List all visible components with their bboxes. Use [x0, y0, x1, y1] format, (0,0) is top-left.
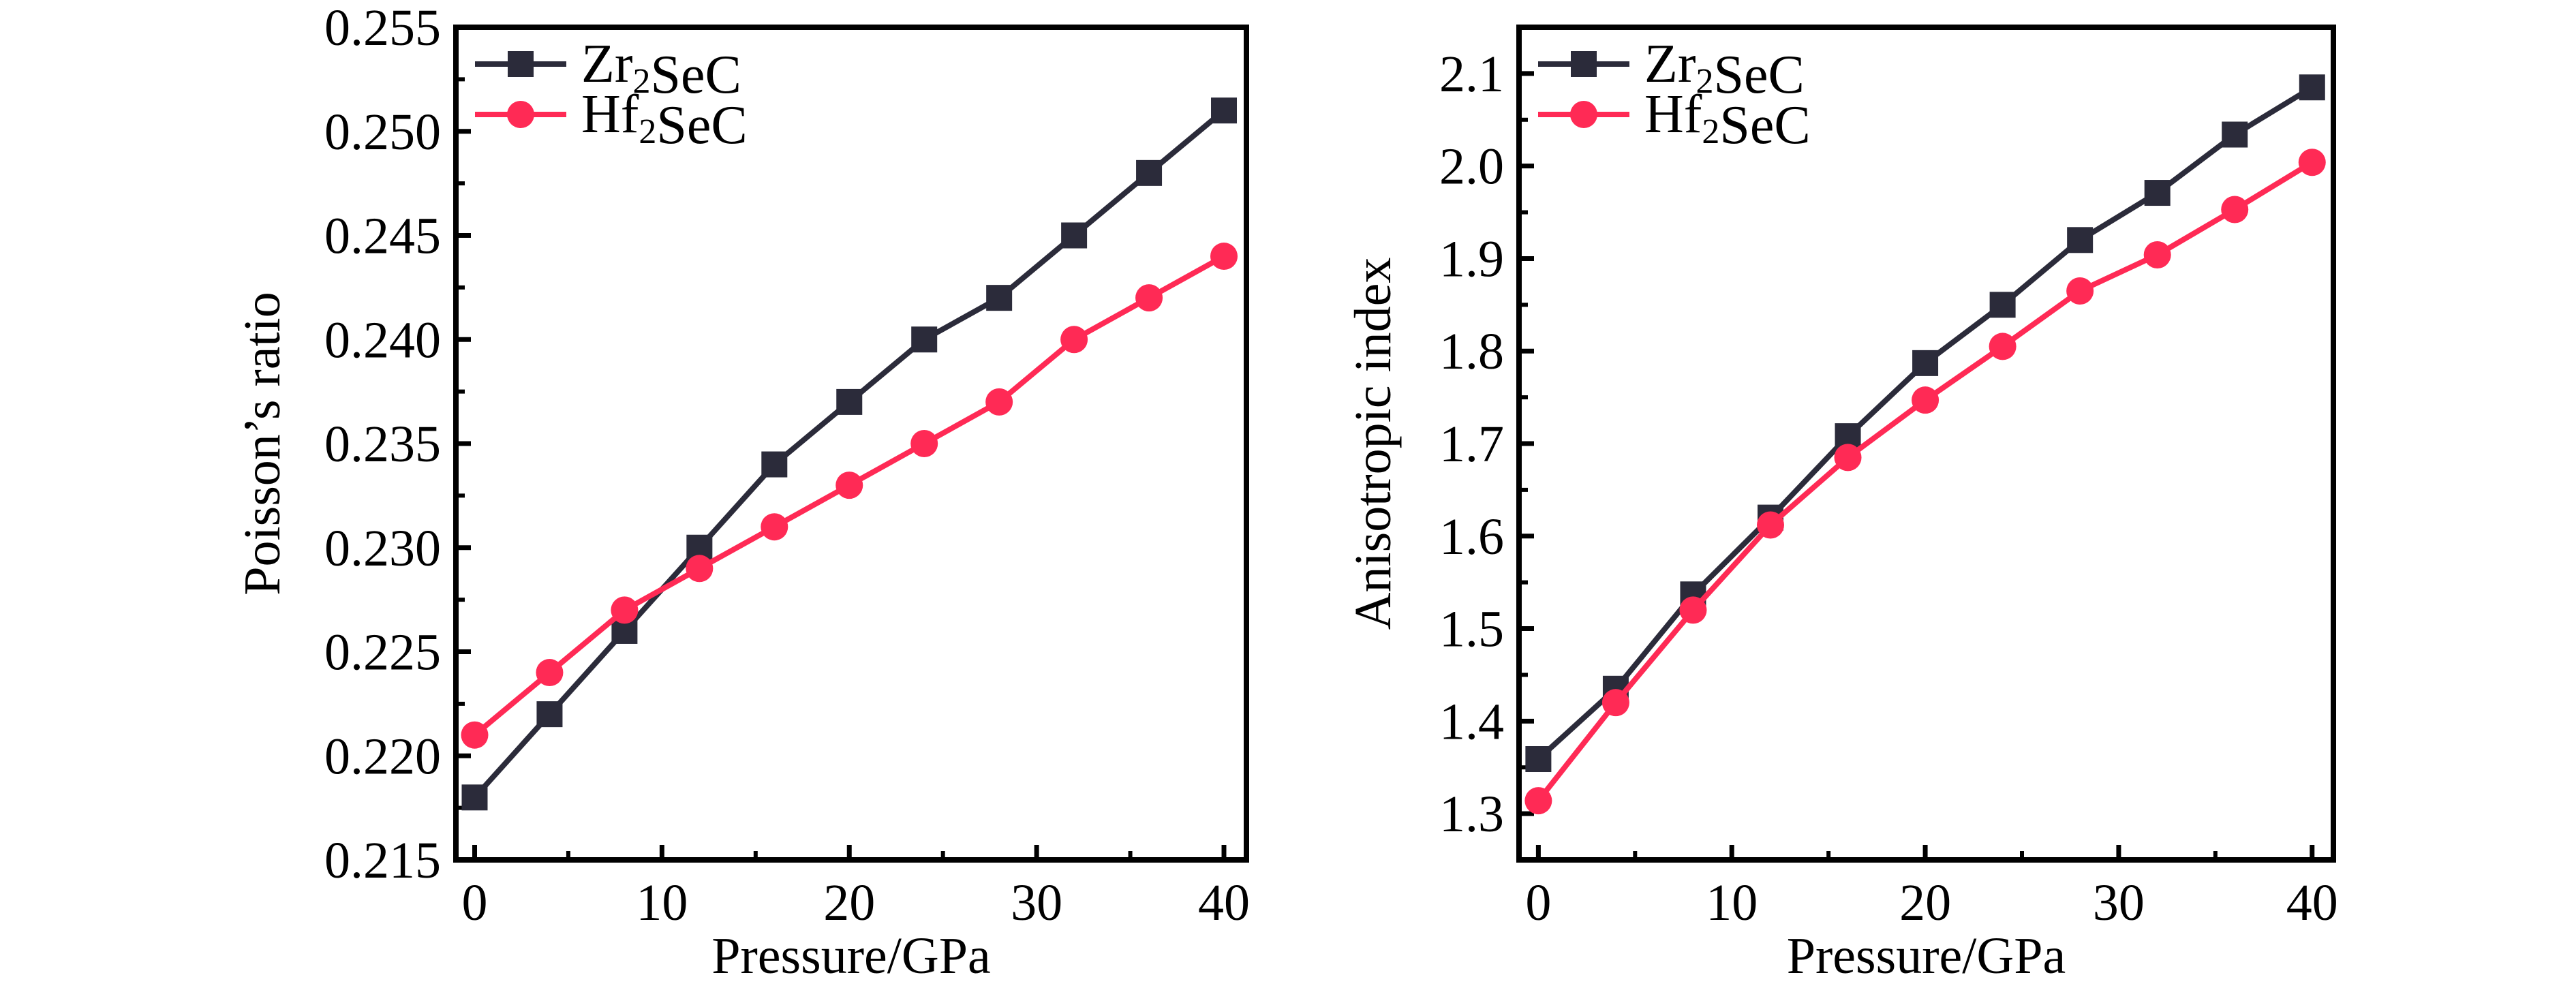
legend-entry: Zr2SeC: [475, 34, 741, 105]
x-tick-label: 0: [1525, 874, 1551, 931]
data-point-square: [1136, 159, 1163, 186]
x-tick-label: 40: [1198, 874, 1250, 931]
x-tick-label: 30: [1011, 874, 1062, 931]
data-point-square: [2067, 227, 2094, 253]
y-tick-label: 1.4: [1439, 693, 1504, 750]
data-point-square: [911, 326, 938, 353]
legend-entry: Hf2SeC: [475, 84, 748, 155]
series-line: [472, 108, 1226, 800]
data-point-circle: [1060, 326, 1088, 354]
legend-entry: Zr2SeC: [1538, 34, 1805, 105]
series-zr2sec: [461, 97, 1238, 811]
data-point-circle: [1524, 787, 1552, 815]
y-tick-label: 0.230: [324, 520, 441, 577]
data-point-circle: [2143, 241, 2171, 269]
data-point-square: [2222, 121, 2248, 148]
data-point-circle: [1135, 284, 1163, 312]
data-point-circle: [611, 596, 639, 624]
x-tick-label: 40: [2286, 874, 2338, 931]
data-point-square: [1989, 292, 2016, 318]
data-point-circle: [1601, 689, 1629, 717]
legend-label: Zr2SeC: [1644, 34, 1805, 105]
plot-frame: [453, 25, 1249, 863]
chart-2: 1.3 1.4 1.5 1.6 1.7 1.8 1.9 2.0 2.1 0 10 20 30 40 Pres…: [1345, 25, 2338, 985]
data-point-square: [1211, 97, 1238, 124]
legend-marker-circle: [1570, 101, 1597, 128]
y-tick-label: 0.235: [324, 416, 441, 473]
y-tick-label: 1.6: [1439, 508, 1504, 566]
y-tick-label: 0.245: [324, 208, 441, 265]
data-point-circle: [1834, 444, 1862, 472]
data-point-circle: [985, 388, 1013, 416]
data-point-square: [461, 784, 488, 811]
legend-label: Zr2SeC: [581, 34, 741, 105]
data-point-square: [2144, 180, 2171, 206]
series-line: [1536, 159, 2314, 803]
legend-entry: Hf2SeC: [1538, 84, 1811, 155]
x-tick-label: 10: [1706, 874, 1758, 931]
data-point-circle: [1912, 386, 1939, 414]
data-point-circle: [1989, 333, 2017, 360]
y-tick-label: 2.0: [1439, 138, 1504, 196]
x-axis-label: Pressure/GPa: [1787, 927, 2066, 985]
data-point-circle: [1210, 243, 1238, 271]
data-point-circle: [1757, 511, 1785, 539]
data-point-circle: [1679, 596, 1707, 624]
chart-1: 0.215 0.220 0.225 0.230 0.235 0.240 0.245 0.250…: [234, 0, 1250, 985]
series-hf2sec: [1524, 149, 2326, 815]
data-point-square: [536, 701, 563, 728]
data-point-square: [1525, 746, 1552, 773]
data-point-circle: [2221, 196, 2249, 223]
legend-label: Hf2SeC: [1644, 84, 1811, 155]
y-tick-label: 1.7: [1439, 416, 1504, 473]
legend-marker-square: [1571, 51, 1597, 77]
data-point-circle: [835, 472, 863, 499]
y-tick-label: 2.1: [1439, 46, 1504, 103]
x-tick-label: 20: [823, 874, 875, 931]
x-axis-label: Pressure/GPa: [711, 927, 991, 985]
data-point-square: [1912, 350, 1939, 376]
series-hf2sec: [461, 243, 1238, 749]
y-tick-label: 0.255: [324, 0, 441, 57]
data-point-circle: [536, 659, 564, 687]
y-tick-label: 1.3: [1439, 786, 1504, 843]
y-tick-label: 0.215: [324, 832, 441, 889]
data-point-square: [836, 388, 863, 415]
legend-marker-circle: [507, 101, 534, 128]
y-axis-label: Poisson’s ratio: [234, 292, 291, 596]
legend-marker-square: [508, 51, 534, 77]
y-tick-label: 1.9: [1439, 230, 1504, 288]
y-axis-label: Anisotropic index: [1345, 258, 1402, 630]
y-tick-label: 1.8: [1439, 323, 1504, 380]
y-tick-label: 0.250: [324, 104, 441, 161]
x-tick-label: 0: [461, 874, 487, 931]
data-point-square: [986, 285, 1013, 311]
x-tick-label: 20: [1899, 874, 1951, 931]
data-point-circle: [2066, 277, 2094, 305]
legend-label: Hf2SeC: [581, 84, 748, 155]
data-point-circle: [461, 721, 489, 749]
data-point-square: [1061, 222, 1088, 249]
data-point-square: [761, 451, 788, 478]
data-point-circle: [2298, 149, 2326, 176]
data-point-circle: [910, 430, 938, 457]
y-tick-label: 0.240: [324, 311, 441, 369]
x-tick-label: 30: [2093, 874, 2145, 931]
y-tick-label: 1.5: [1439, 601, 1504, 658]
y-tick-label: 0.220: [324, 728, 441, 785]
data-point-square: [2299, 74, 2325, 101]
data-point-circle: [686, 555, 714, 583]
y-tick-label: 0.225: [324, 624, 441, 681]
x-tick-label: 10: [636, 874, 688, 931]
data-point-circle: [761, 513, 788, 541]
